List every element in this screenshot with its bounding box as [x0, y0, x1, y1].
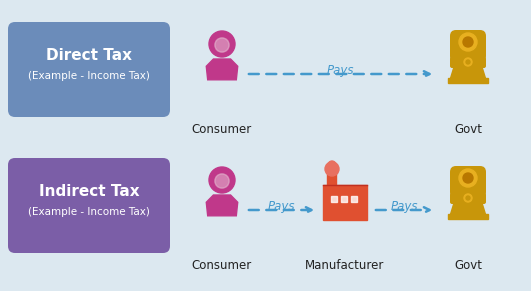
- Circle shape: [209, 31, 235, 57]
- Bar: [327, 172, 336, 188]
- Bar: [351, 196, 357, 202]
- Polygon shape: [450, 67, 486, 80]
- Text: Pays: Pays: [268, 200, 295, 213]
- FancyBboxPatch shape: [450, 166, 486, 198]
- Circle shape: [464, 58, 472, 66]
- Text: Consumer: Consumer: [192, 259, 252, 272]
- Bar: [331, 196, 337, 202]
- Bar: [323, 185, 367, 220]
- Polygon shape: [206, 195, 238, 216]
- FancyBboxPatch shape: [450, 193, 486, 204]
- Circle shape: [464, 194, 472, 202]
- FancyBboxPatch shape: [8, 22, 170, 117]
- Text: Manufacturer: Manufacturer: [305, 259, 384, 272]
- FancyBboxPatch shape: [450, 57, 486, 68]
- Text: Govt: Govt: [454, 259, 482, 272]
- Circle shape: [325, 162, 339, 176]
- Polygon shape: [206, 59, 238, 80]
- Text: Pays: Pays: [327, 64, 354, 77]
- Circle shape: [466, 60, 470, 64]
- Circle shape: [209, 167, 235, 193]
- Circle shape: [459, 33, 477, 51]
- Bar: [448, 78, 488, 83]
- Text: (Example - Income Tax): (Example - Income Tax): [28, 71, 150, 81]
- Text: Indirect Tax: Indirect Tax: [39, 184, 139, 200]
- FancyBboxPatch shape: [8, 158, 170, 253]
- Circle shape: [463, 173, 473, 183]
- Circle shape: [466, 196, 470, 200]
- Text: Direct Tax: Direct Tax: [46, 49, 132, 63]
- Circle shape: [215, 174, 229, 188]
- Polygon shape: [450, 203, 486, 216]
- Text: Govt: Govt: [454, 123, 482, 136]
- Bar: [448, 214, 488, 219]
- Text: Consumer: Consumer: [192, 123, 252, 136]
- Circle shape: [215, 38, 229, 52]
- Circle shape: [463, 37, 473, 47]
- Text: (Example - Income Tax): (Example - Income Tax): [28, 207, 150, 217]
- Circle shape: [459, 169, 477, 187]
- FancyBboxPatch shape: [450, 30, 486, 62]
- Circle shape: [328, 161, 336, 169]
- Bar: [341, 196, 347, 202]
- Text: Pays: Pays: [390, 200, 418, 213]
